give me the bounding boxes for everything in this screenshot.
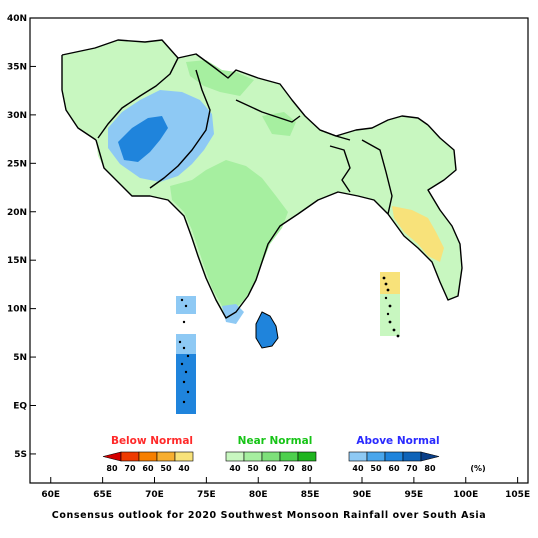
legend-bin-label: 40 [352,464,364,473]
legend-swatch [384,451,404,462]
y-tick-label: 15N [7,256,27,266]
y-tick-label: 10N [7,305,27,315]
maldives-strong-box [176,354,196,414]
legend-bin-label: 50 [370,464,382,473]
subcontinent-coastline [95,139,389,319]
legend-bin-label: 70 [283,464,295,473]
western-border [61,55,97,141]
legend-category-label: Above Normal [356,435,439,447]
legend-swatch [366,451,386,462]
x-tick-label: 85E [301,490,320,500]
near-normal-mid-himalaya [186,60,254,96]
andaman-yellow-box [380,272,400,294]
bangladesh-border [329,145,351,193]
legend-swatch [279,451,299,462]
y-tick-label: 5N [13,353,27,363]
sri-lanka-region [255,311,279,349]
below-normal-myanmar [392,206,444,262]
y-tick-label: 30N [7,111,27,121]
forecast-shading [62,40,462,414]
legend-swatch [120,451,140,462]
nepal-border [235,99,301,123]
y-tick-label: 35N [7,62,27,72]
legend-bin-label: 60 [142,464,154,473]
pakistan-india-border [149,69,211,189]
near-normal-mid-northeast [262,112,296,136]
country-borders [61,39,463,319]
x-tick-label: 70E [145,490,164,500]
legend-bin-label: 50 [247,464,259,473]
y-axis: 40N 35N 30N 25N 20N 15N 10N 5N EQ 5S [7,14,36,460]
x-tick-label: 75E [197,490,216,500]
legend-swatch [138,451,158,462]
legend-bin-label: 50 [160,464,172,473]
legend-unit-label: (%) [470,464,485,473]
island-markers [178,276,400,404]
myanmar-coast [387,124,463,301]
legend-swatch [297,451,317,462]
legend-bin-label: 60 [265,464,277,473]
y-tick-label: EQ [13,402,27,412]
y-tick-label: 5S [14,450,27,460]
legend-swatch [225,451,245,462]
bhutan-border [319,129,351,141]
legend-bin-label: 70 [406,464,418,473]
y-tick-label: 20N [7,208,27,218]
legend-swatch [243,451,263,462]
legend-swatch [402,451,422,462]
maldives-light-box [176,334,196,356]
legend-bin-label: 80 [424,464,436,473]
above-normal-strong-region [118,116,168,162]
legend-swatch [348,451,368,462]
legend-bin-label: 40 [178,464,190,473]
x-axis: 60E 65E 70E 75E 80E 85E 90E 95E 100E 105E [41,477,530,500]
legend-swatch [261,451,281,462]
x-tick-label: 60E [41,490,60,500]
near-normal-mid-region [170,160,288,312]
northern-border [61,39,429,137]
legend-bin-label: 70 [124,464,136,473]
legend-category-label: Below Normal [111,435,193,447]
y-tick-label: 40N [7,14,27,24]
legend-bin-label: 60 [388,464,400,473]
map-caption: Consensus outlook for 2020 Southwest Mon… [51,510,487,521]
legend-swatch [156,451,176,462]
legend-category-label: Near Normal [238,435,313,447]
afghanistan-pakistan-border [97,57,179,139]
myanmar-india-border [361,139,393,215]
x-tick-label: 95E [405,490,424,500]
andaman-green-box [380,294,400,336]
legend-swatch [174,451,194,462]
legend-bin-label: 80 [106,464,118,473]
x-tick-label: 105E [505,490,530,500]
x-tick-label: 65E [93,490,112,500]
legend-bin-label: 80 [301,464,313,473]
legend-swatch [420,451,440,462]
y-tick-label: 25N [7,159,27,169]
legend-bin-label: 40 [229,464,241,473]
x-tick-label: 100E [453,490,478,500]
x-tick-label: 80E [249,490,268,500]
legend: Below Normal 80 70 60 50 40 Near Normal 40 50 60 7… [102,435,486,473]
x-tick-label: 90E [353,490,372,500]
